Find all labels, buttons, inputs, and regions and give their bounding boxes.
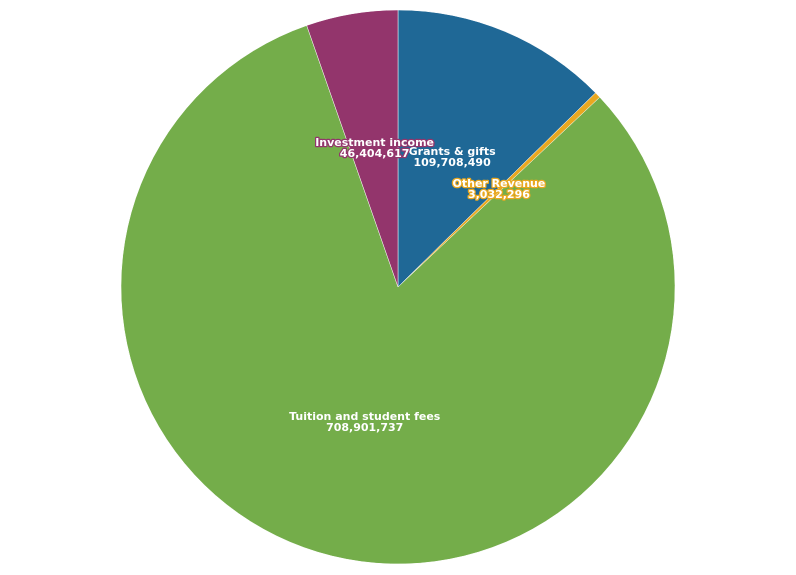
value-label: 109,708,490 [414, 156, 492, 169]
slice-label: Grants & gifts [409, 145, 496, 158]
value-label: 46,404,617 [340, 147, 410, 160]
value-label: 3,032,296 [468, 188, 530, 201]
slice-label: Other Revenue [453, 177, 546, 190]
value-label: 708,901,737 [326, 421, 403, 434]
pie-slice [306, 9, 399, 288]
pie-slice [120, 25, 676, 565]
slice-label: Investment income [315, 136, 434, 149]
slice-label: Tuition and student fees [289, 410, 441, 423]
pie-slice [397, 9, 596, 288]
